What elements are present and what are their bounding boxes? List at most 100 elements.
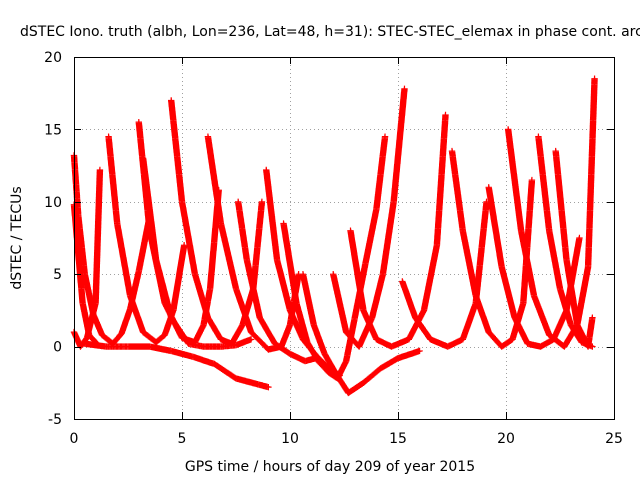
data-point-track bbox=[147, 343, 174, 354]
data-point-track bbox=[105, 134, 121, 226]
arc-series bbox=[139, 155, 255, 350]
data-point-track bbox=[153, 257, 175, 320]
data-point-track bbox=[557, 286, 574, 327]
arc-series bbox=[280, 133, 389, 382]
data-point-track bbox=[486, 329, 505, 349]
data-point-track bbox=[390, 86, 408, 204]
data-point-track bbox=[379, 199, 397, 277]
data-point-track bbox=[169, 348, 195, 360]
arc-series bbox=[448, 147, 536, 350]
data-point-track bbox=[288, 351, 308, 364]
data-point-track bbox=[212, 361, 239, 381]
data-point-track bbox=[584, 76, 598, 269]
data-point bbox=[381, 133, 389, 140]
axis-ticks: 0 5 10 15 20 25 -5 0 5 10 15 20 bbox=[44, 50, 623, 447]
data-point-track bbox=[179, 199, 198, 277]
arc-series bbox=[347, 111, 449, 350]
y-tick-label: 0 bbox=[53, 340, 62, 356]
data-point-track bbox=[300, 272, 317, 327]
data-point-track bbox=[389, 336, 411, 350]
data-point-track bbox=[170, 243, 188, 313]
data-point-track bbox=[374, 336, 394, 350]
data-point-track bbox=[233, 286, 254, 335]
y-tick-label: -5 bbox=[48, 412, 62, 428]
x-tick-label: 10 bbox=[281, 431, 299, 447]
x-tick-label: 0 bbox=[70, 431, 79, 447]
data-point-track bbox=[347, 228, 367, 313]
data-point-track bbox=[433, 112, 449, 248]
data-point-track bbox=[192, 272, 211, 320]
data-point-track bbox=[234, 375, 260, 388]
data-point-track bbox=[168, 315, 191, 346]
data-point-track bbox=[373, 134, 389, 211]
data-point-track bbox=[498, 264, 518, 320]
data-point-track bbox=[274, 257, 293, 313]
data-point-track bbox=[186, 340, 206, 350]
data-point-track bbox=[190, 353, 217, 367]
data-point-track bbox=[234, 336, 254, 348]
data-point-track bbox=[99, 332, 116, 347]
data-point bbox=[528, 176, 536, 184]
data-point-track bbox=[92, 167, 104, 306]
data-point-track bbox=[399, 279, 419, 320]
data-point bbox=[442, 111, 449, 119]
data-point-track bbox=[243, 257, 263, 320]
data-point-track bbox=[204, 134, 224, 226]
data-point-track bbox=[110, 331, 124, 346]
data-point-track bbox=[82, 340, 109, 350]
data-point-track bbox=[330, 272, 350, 335]
data-points bbox=[70, 75, 598, 397]
data-point-track bbox=[272, 341, 293, 357]
arc-series bbox=[552, 147, 596, 350]
data-point-track bbox=[460, 301, 479, 342]
data-point-track bbox=[263, 167, 281, 262]
data-point bbox=[591, 75, 598, 82]
data-point-track bbox=[360, 308, 380, 342]
data-point-track bbox=[218, 221, 239, 291]
x-tick-label: 5 bbox=[178, 431, 187, 447]
data-point-track bbox=[192, 322, 207, 345]
data-point-track bbox=[248, 329, 271, 352]
data-point-track bbox=[535, 134, 553, 233]
data-point-track bbox=[459, 228, 479, 298]
data-point-track bbox=[546, 228, 563, 291]
plot-frame bbox=[74, 57, 615, 420]
data-point-track bbox=[86, 332, 98, 345]
data-point-track bbox=[229, 322, 246, 346]
data-point-track bbox=[518, 228, 537, 298]
y-tick-label: 10 bbox=[44, 195, 62, 211]
data-point-track bbox=[531, 293, 552, 338]
data-point-track bbox=[378, 355, 401, 371]
arc-series bbox=[105, 133, 188, 346]
data-point-track bbox=[315, 358, 332, 375]
y-axis-label: dSTEC / TECUs bbox=[9, 186, 25, 289]
data-point-track bbox=[114, 221, 134, 298]
data-point-track bbox=[293, 301, 311, 345]
data-point-track bbox=[568, 322, 585, 345]
data-point-track bbox=[396, 348, 422, 361]
data-point-track bbox=[421, 243, 440, 313]
data-point-track bbox=[585, 315, 596, 349]
data-point bbox=[589, 314, 596, 321]
data-point-track bbox=[412, 315, 433, 342]
x-tick-label: 20 bbox=[497, 431, 515, 447]
data-point-track bbox=[346, 380, 366, 396]
y-tick-label: 15 bbox=[44, 122, 62, 138]
data-point-track bbox=[445, 336, 465, 350]
data-point bbox=[576, 234, 583, 242]
data-point-track bbox=[79, 301, 93, 337]
data-point-track bbox=[552, 149, 570, 262]
data-point bbox=[258, 198, 266, 205]
data-point-track bbox=[563, 257, 581, 327]
arc-series bbox=[168, 97, 266, 347]
data-point-track bbox=[538, 336, 556, 350]
data-point-track bbox=[168, 98, 186, 204]
arc-series bbox=[81, 340, 272, 391]
data-point-track bbox=[449, 149, 466, 233]
data-point-track bbox=[205, 315, 224, 342]
data-point bbox=[180, 242, 188, 249]
x-axis-label: GPS time / hours of day 209 of year 2015 bbox=[185, 459, 475, 475]
data-point-track bbox=[362, 207, 380, 265]
data-point-track bbox=[322, 351, 338, 375]
data-point-track bbox=[140, 329, 159, 345]
